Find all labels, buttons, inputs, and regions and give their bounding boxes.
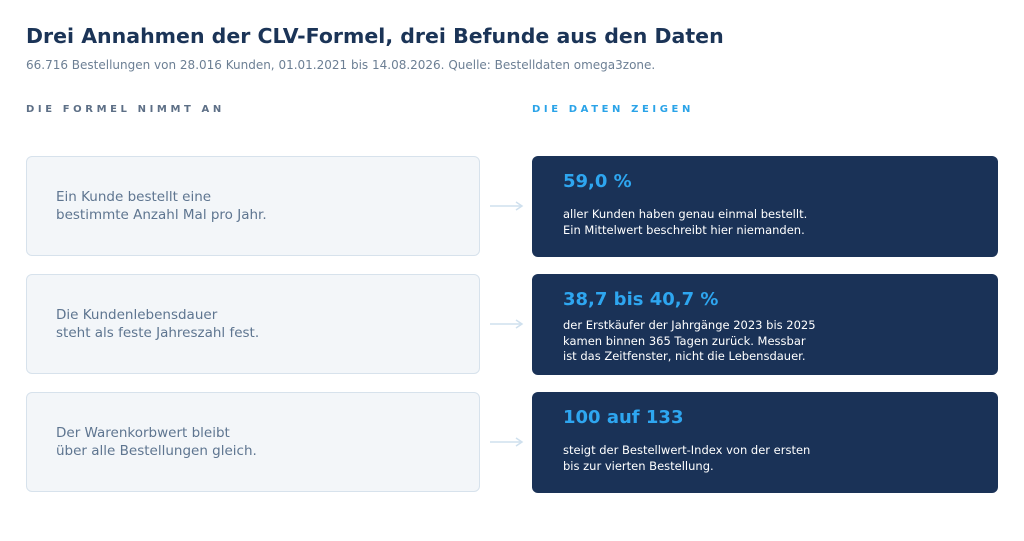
arrow-right-icon [490, 437, 524, 447]
column-heading-findings: DIE DATEN ZEIGEN [532, 104, 694, 115]
assumption-text: Ein Kunde bestellt eine bestimmte Anzahl… [56, 189, 267, 223]
finding-value: 38,7 bis 40,7 % [563, 289, 719, 310]
arrow-right-icon [490, 201, 524, 211]
column-heading-assumptions: DIE FORMEL NIMMT AN [26, 104, 225, 115]
finding-value: 100 auf 133 [563, 407, 684, 428]
page-title: Drei Annahmen der CLV-Formel, drei Befun… [26, 24, 724, 48]
finding-text: steigt der Bestellwert-Index von der ers… [563, 443, 811, 473]
finding-card: 59,0 % aller Kunden haben genau einmal b… [532, 156, 998, 257]
assumption-text: Der Warenkorbwert bleibt über alle Beste… [56, 425, 257, 459]
comparison-row: Die Kundenlebensdauer steht als feste Ja… [26, 274, 998, 376]
finding-value: 59,0 % [563, 171, 632, 192]
assumption-card: Die Kundenlebensdauer steht als feste Ja… [26, 274, 480, 374]
assumption-text: Die Kundenlebensdauer steht als feste Ja… [56, 307, 260, 341]
finding-card: 38,7 bis 40,7 % der Erstkäufer der Jahrg… [532, 274, 998, 375]
comparison-row: Der Warenkorbwert bleibt über alle Beste… [26, 392, 998, 494]
comparison-rows: Ein Kunde bestellt eine bestimmte Anzahl… [26, 156, 998, 510]
page-subtitle: 66.716 Bestellungen von 28.016 Kunden, 0… [26, 58, 656, 72]
finding-text: der Erstkäufer der Jahrgänge 2023 bis 20… [563, 318, 816, 363]
arrow-right-icon [490, 319, 524, 329]
finding-card: 100 auf 133 steigt der Bestellwert-Index… [532, 392, 998, 493]
finding-text: aller Kunden haben genau einmal bestellt… [563, 207, 808, 237]
assumption-card: Der Warenkorbwert bleibt über alle Beste… [26, 392, 480, 492]
comparison-row: Ein Kunde bestellt eine bestimmte Anzahl… [26, 156, 998, 258]
assumption-card: Ein Kunde bestellt eine bestimmte Anzahl… [26, 156, 480, 256]
